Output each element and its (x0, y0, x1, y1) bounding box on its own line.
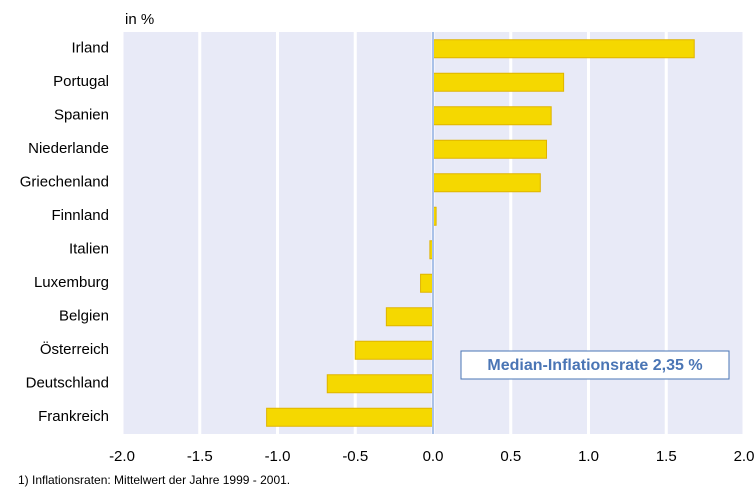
bar (432, 173, 541, 193)
bar (432, 39, 695, 59)
x-tick-label: 1.0 (578, 448, 599, 465)
y-tick-label: Belgien (59, 308, 109, 325)
x-tick-label: -1.5 (187, 448, 213, 465)
y-tick-label: Österreich (40, 340, 109, 358)
x-tick-label: 1.5 (656, 448, 677, 465)
bar (385, 307, 434, 327)
y-tick-label: Italien (69, 241, 109, 258)
y-tick-label: Deutschland (26, 375, 109, 392)
bar (326, 374, 434, 394)
bar (432, 72, 565, 92)
y-axis-label: in % (125, 11, 154, 28)
bar (354, 340, 434, 360)
y-tick-label: Luxemburg (34, 274, 109, 291)
x-tick-label: -0.5 (342, 448, 368, 465)
bar (432, 106, 552, 126)
y-tick-label: Irland (71, 40, 109, 57)
annotation-box (460, 350, 730, 380)
footnote: 1) Inflationsraten: Mittelwert der Jahre… (18, 473, 290, 487)
x-tick-label: 0.0 (423, 448, 444, 465)
bar (420, 273, 434, 293)
y-tick-label: Niederlande (28, 140, 109, 157)
x-tick-label: -1.0 (265, 448, 291, 465)
y-tick-label: Spanien (54, 107, 109, 124)
bar (266, 407, 434, 427)
annotation: Median-Inflationsrate 2,35 % (487, 357, 702, 374)
x-tick-label: -2.0 (109, 448, 135, 465)
y-tick-label: Portugal (53, 73, 109, 90)
bar (432, 139, 548, 159)
y-tick-label: Frankreich (38, 408, 109, 425)
x-tick-label: 0.5 (500, 448, 521, 465)
x-tick-label: 2.0 (734, 448, 755, 465)
y-tick-label: Griechenland (20, 174, 109, 191)
y-tick-label: Finnland (51, 207, 109, 224)
